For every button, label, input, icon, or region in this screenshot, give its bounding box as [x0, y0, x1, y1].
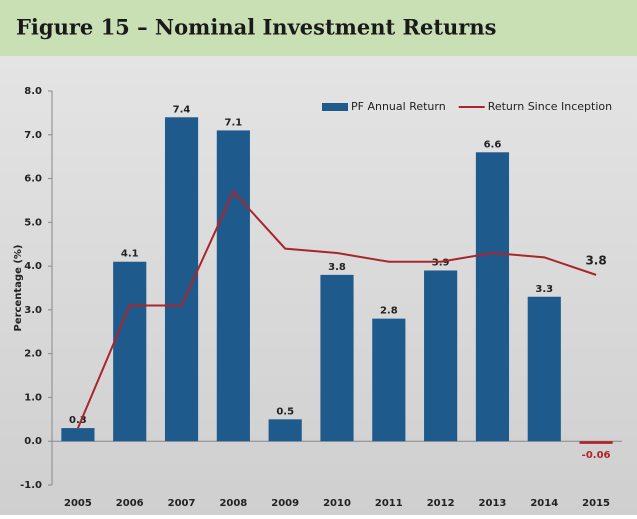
legend-swatch: [322, 103, 348, 111]
x-tick-label: 2006: [116, 498, 144, 509]
y-tick-label: 4.0: [24, 261, 42, 272]
y-tick-label: 7.0: [24, 130, 42, 141]
x-tick-label: 2013: [479, 498, 507, 509]
x-tick-label: 2008: [219, 498, 247, 509]
bar: [424, 270, 458, 442]
x-tick-label: 2014: [530, 498, 558, 509]
y-tick-label: 5.0: [24, 217, 42, 228]
x-tick-label: 2011: [375, 498, 403, 509]
bar-value-label: 3.3: [535, 284, 553, 295]
bar-value-label: 7.1: [225, 117, 243, 128]
y-axis-label: Percentage (%): [13, 245, 24, 332]
bar: [372, 318, 406, 442]
y-tick-label: -1.0: [20, 480, 42, 491]
bar: [475, 152, 510, 442]
line-value-label: 3.8: [585, 253, 606, 267]
x-tick-label: 2005: [64, 498, 92, 509]
y-tick-label: 2.0: [24, 349, 42, 360]
x-tick-label: 2009: [271, 498, 299, 509]
bar-value-label: 4.1: [121, 249, 139, 260]
x-tick-label: 2007: [168, 498, 196, 509]
bar-value-label: 3.8: [328, 262, 346, 273]
x-tick-label: 2012: [427, 498, 455, 509]
chart-title: Figure 15 – Nominal Investment Returns: [16, 15, 496, 40]
bar: [527, 296, 561, 442]
bar: [320, 274, 354, 442]
legend-label: Return Since Inception: [488, 100, 612, 113]
legend-label: PF Annual Return: [351, 100, 446, 113]
bar: [216, 130, 250, 442]
bar-value-label: 7.4: [173, 104, 191, 115]
y-tick-label: 8.0: [24, 86, 42, 97]
x-tick-label: 2015: [582, 498, 610, 509]
bar: [268, 419, 302, 442]
header-band: [0, 0, 637, 56]
y-tick-label: 6.0: [24, 174, 42, 185]
bar-value-label: 3.9: [432, 257, 450, 268]
bar-value-label: 0.5: [276, 406, 294, 417]
bar-value-label: -0.06: [582, 450, 611, 461]
line: [76, 189, 597, 429]
bar-value-label: 0.3: [69, 415, 87, 426]
bar-value-label: 6.6: [484, 139, 502, 150]
x-tick-label: 2010: [323, 498, 351, 509]
bar: [113, 261, 147, 442]
y-tick-label: 1.0: [24, 392, 42, 403]
bar: [61, 428, 95, 442]
bar-value-label: 2.8: [380, 306, 398, 317]
y-tick-label: 0.0: [24, 436, 42, 447]
bar: [579, 441, 613, 444]
y-tick-label: 3.0: [24, 305, 42, 316]
